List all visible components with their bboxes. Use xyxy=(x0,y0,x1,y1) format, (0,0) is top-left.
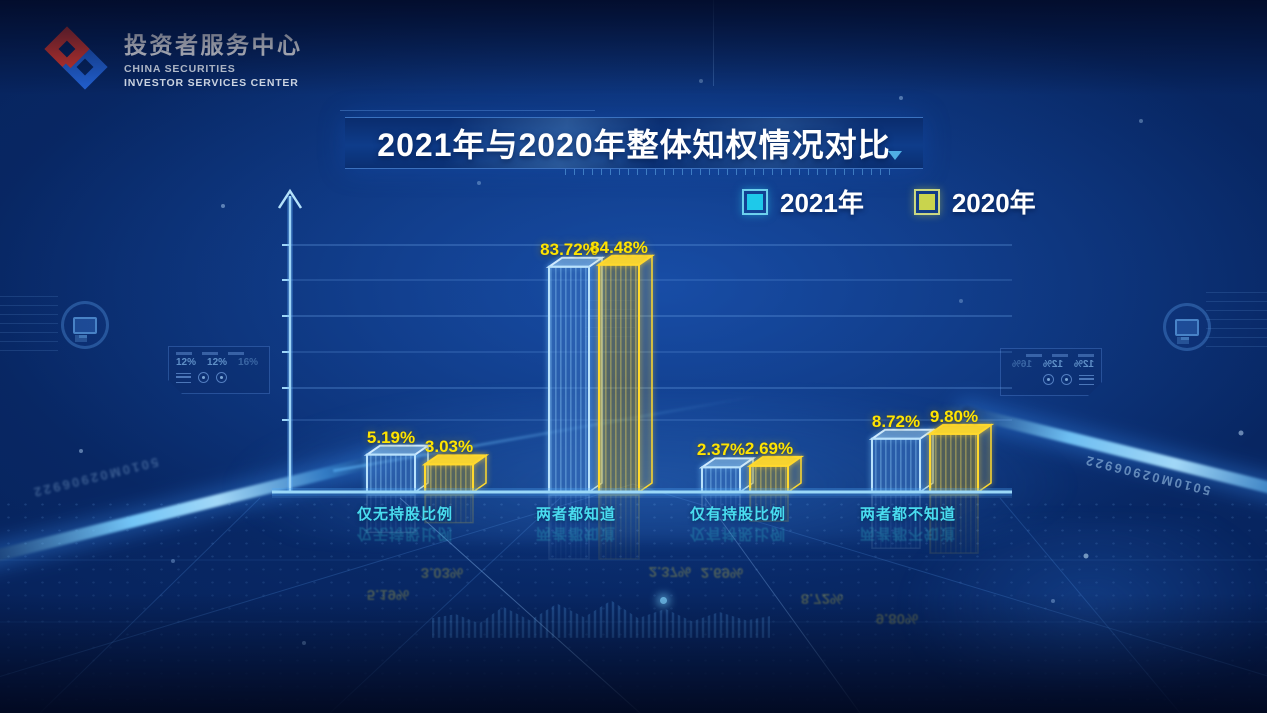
screen: 5010M02906922 5010M02906922 12% 12% 16% xyxy=(0,0,1267,713)
vignette xyxy=(0,0,1267,713)
